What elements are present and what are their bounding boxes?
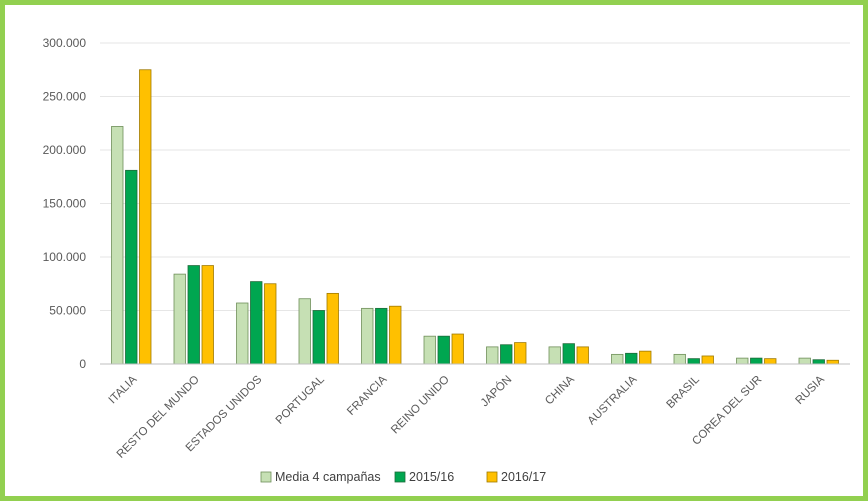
legend: Media 4 campañas 2015/16 2016/17 [260, 470, 546, 484]
y-tick-label: 250.000 [43, 90, 87, 104]
bar-chart: 0 50.000 100.000 150.000 200.000 250.000 300.0… [43, 36, 850, 484]
bar [764, 358, 777, 365]
bar [576, 346, 589, 365]
category-label: REINO UNIDO [389, 374, 452, 437]
bar [687, 358, 700, 365]
bar [423, 335, 436, 365]
y-tick-label: 300.000 [43, 36, 87, 50]
gridlines [100, 42, 850, 311]
bar [326, 292, 339, 365]
bar [298, 298, 311, 365]
y-axis-ticks: 0 50.000 100.000 150.000 200.000 250.000 300.0… [43, 36, 87, 371]
bar [312, 310, 325, 365]
y-tick-label: 150.000 [43, 197, 87, 211]
bar [187, 265, 200, 365]
bar [812, 359, 825, 365]
bar [361, 307, 374, 365]
legend-swatch [486, 471, 498, 483]
bar [486, 346, 499, 365]
bar [701, 355, 714, 365]
category-label: CHINA [543, 373, 577, 407]
bar [250, 281, 263, 365]
bar [437, 335, 450, 365]
bar [750, 357, 763, 365]
bar [451, 333, 464, 365]
category-label: FRANCIA [345, 373, 389, 417]
legend-swatch [260, 471, 272, 483]
category-label: ITALIA [107, 373, 140, 406]
bar [500, 344, 513, 365]
bar [611, 353, 624, 365]
bar [639, 350, 652, 365]
bar [173, 273, 186, 365]
legend-swatch [394, 471, 406, 483]
bar [798, 357, 811, 365]
bar [514, 342, 527, 365]
category-label: RUSIA [794, 373, 828, 407]
legend-item: 2015/16 [394, 470, 454, 484]
category-label: AUSTRALIA [586, 373, 640, 427]
bars [111, 69, 839, 365]
bar [673, 353, 686, 365]
bar [375, 307, 388, 365]
y-tick-label: 100.000 [43, 250, 87, 264]
y-tick-label: 50.000 [49, 304, 86, 318]
y-tick-label: 200.000 [43, 143, 87, 157]
bar [111, 126, 124, 365]
bar [736, 357, 749, 365]
category-label: BRASIL [664, 373, 702, 411]
bar [548, 346, 561, 365]
category-label: PORTUGAL [274, 373, 327, 426]
bar [264, 283, 277, 365]
bar [236, 302, 249, 365]
bar [625, 352, 638, 365]
bar [389, 305, 402, 365]
legend-label: 2015/16 [409, 470, 454, 484]
category-label: JAPÓN [478, 373, 514, 409]
legend-item: 2016/17 [486, 470, 546, 484]
y-tick-label: 0 [79, 357, 86, 371]
legend-label: 2016/17 [501, 470, 546, 484]
bar [826, 359, 839, 365]
category-label: COREA DEL SUR [690, 374, 764, 448]
bar [125, 169, 138, 365]
legend-label: Media 4 campañas [275, 470, 381, 484]
bar [562, 343, 575, 365]
legend-item: Media 4 campañas [260, 470, 381, 484]
bar [201, 265, 214, 365]
bar [139, 69, 152, 365]
